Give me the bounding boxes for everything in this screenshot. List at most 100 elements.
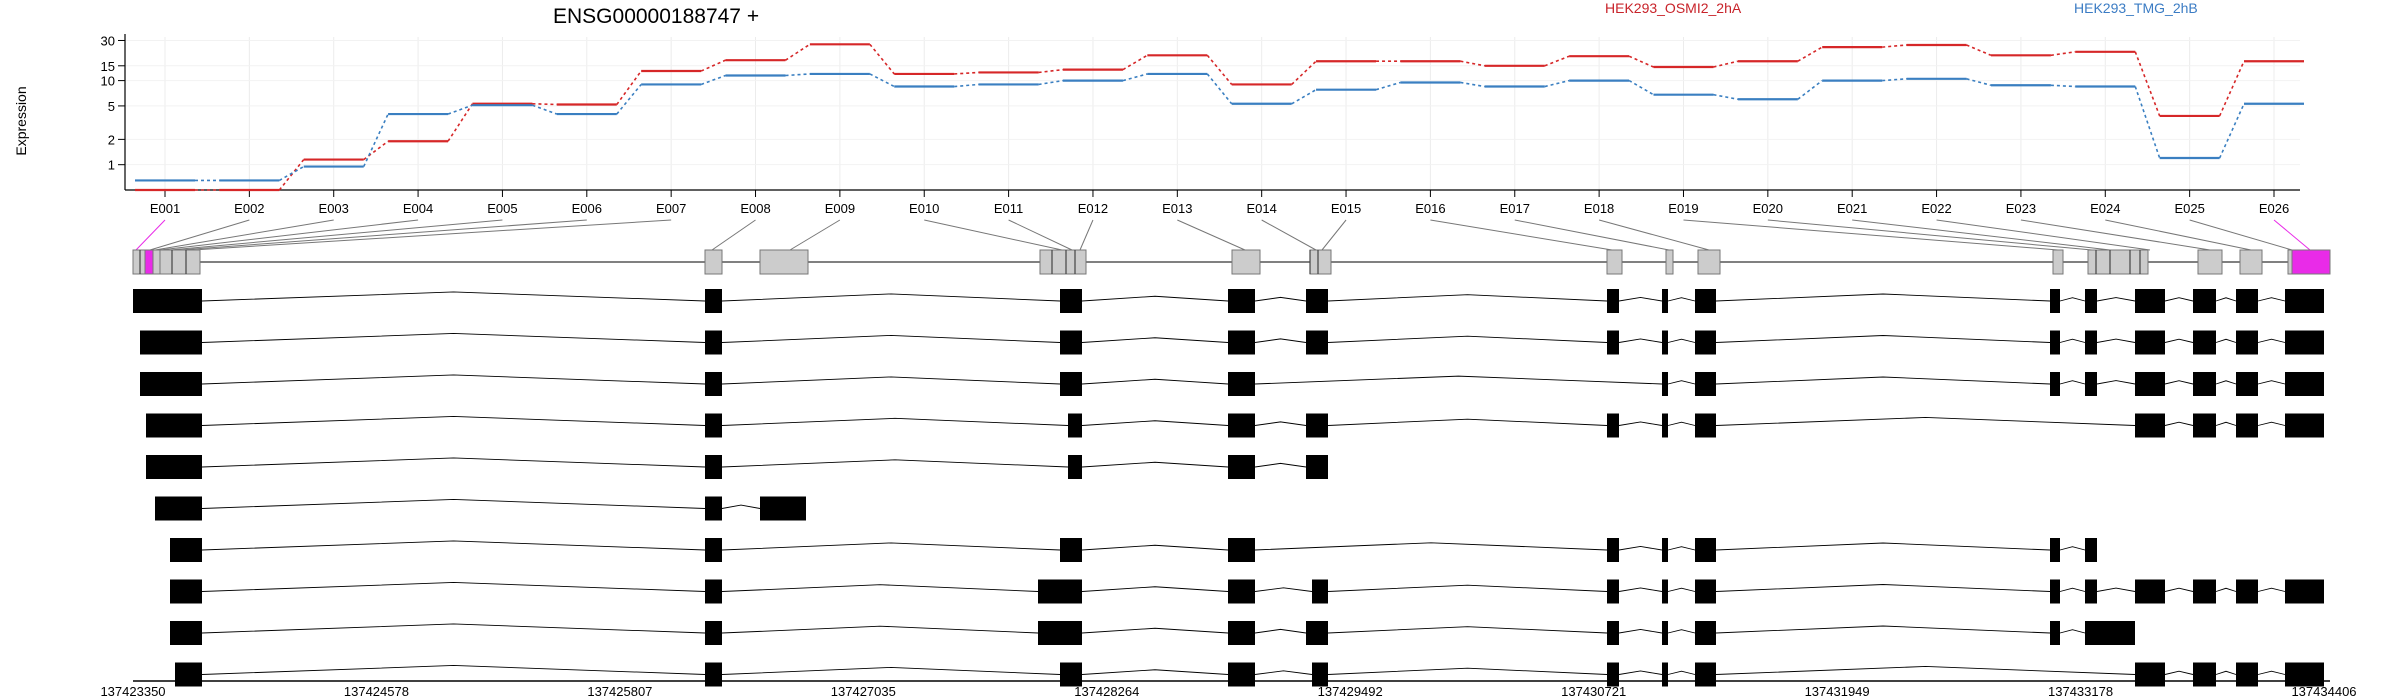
transcript-exon xyxy=(2236,413,2258,438)
transcript-intron xyxy=(2164,421,2194,426)
exon-box xyxy=(704,249,723,275)
transcript-exon xyxy=(1306,621,1328,645)
transcript-exon xyxy=(1662,579,1668,604)
transcript-exon xyxy=(2193,372,2216,396)
series-connector xyxy=(1797,79,1823,100)
series-connector xyxy=(1291,88,1317,105)
exon-box xyxy=(1665,249,1674,275)
transcript-exon xyxy=(1060,372,1082,396)
transcript-exon xyxy=(170,579,202,604)
exon-label: E002 xyxy=(234,201,264,216)
transcript-intron xyxy=(2059,587,2086,592)
transcript-intron xyxy=(2257,297,2286,302)
transcript-intron xyxy=(201,499,706,509)
transcript-intron xyxy=(1081,544,1229,551)
transcript-exon xyxy=(1228,455,1255,479)
transcript-intron xyxy=(1667,421,1696,426)
transcript-intron xyxy=(2215,297,2237,302)
genomic-coordinate-label: 137430721 xyxy=(1561,684,1626,699)
transcript-intron xyxy=(1618,587,1663,592)
exon-label: E011 xyxy=(994,201,1023,216)
transcript-exon xyxy=(1060,330,1082,355)
transcript-row xyxy=(170,579,2324,604)
transcript-intron xyxy=(1618,338,1663,343)
exon-connector xyxy=(135,219,166,251)
transcript-intron xyxy=(1081,586,1229,592)
series-connector xyxy=(1038,68,1064,74)
y-tick-label: 2 xyxy=(108,132,115,147)
series-connector xyxy=(1628,55,1654,68)
exon-connector xyxy=(789,219,841,251)
legend-entry-osmi2: HEK293_OSMI2_2hA xyxy=(1605,0,1742,16)
genomic-coordinate-label: 137429492 xyxy=(1318,684,1383,699)
transcript-exon xyxy=(1312,579,1328,604)
transcript-intron xyxy=(1667,297,1696,302)
series-connector xyxy=(954,71,979,75)
exon-label: E017 xyxy=(1500,201,1530,216)
transcript-intron xyxy=(1667,587,1696,592)
exon-label: E025 xyxy=(2174,201,2204,216)
transcript-exon xyxy=(1695,413,1716,438)
genomic-coordinate-label: 137431949 xyxy=(1805,684,1870,699)
transcript-exon xyxy=(1060,538,1082,562)
exon-connector xyxy=(2105,219,2252,251)
transcript-exon xyxy=(705,662,722,687)
exon-label: E026 xyxy=(2259,201,2289,216)
series-connector xyxy=(700,59,726,72)
transcript-exon xyxy=(1607,662,1619,687)
transcript-exon xyxy=(175,662,202,687)
exon-box xyxy=(1039,249,1087,275)
transcript-exon xyxy=(1695,579,1716,604)
series-connector xyxy=(785,43,811,61)
transcript-intron xyxy=(2257,380,2286,385)
exon-label: E004 xyxy=(403,201,433,216)
transcript-intron xyxy=(1327,626,1608,634)
transcript-intron xyxy=(2059,546,2086,551)
series-connector xyxy=(2050,51,2076,57)
transcript-intron xyxy=(2215,587,2237,592)
transcript-intron xyxy=(1327,335,1608,343)
transcript-exon xyxy=(140,330,202,355)
transcript-intron xyxy=(721,666,1061,675)
series-tmg xyxy=(135,72,2304,182)
transcript-intron xyxy=(1081,378,1229,385)
series-osmi2 xyxy=(135,43,2304,192)
transcript-intron xyxy=(1667,670,1696,675)
transcript-exon xyxy=(2050,330,2060,355)
y-tick-label: 1 xyxy=(108,158,115,173)
transcript-exon xyxy=(1607,621,1619,645)
transcript-exon xyxy=(1607,289,1619,313)
exon-box xyxy=(1231,249,1261,275)
exon-connector xyxy=(179,219,587,251)
transcript-exon xyxy=(1068,455,1082,479)
series-connector xyxy=(1966,78,1992,87)
exon-connectors xyxy=(135,219,2311,251)
transcript-intron xyxy=(1715,666,2136,675)
series-connector xyxy=(954,83,979,88)
series-connector xyxy=(532,102,557,106)
exon-box xyxy=(159,249,201,275)
transcript-intron xyxy=(2164,297,2194,302)
series-connector xyxy=(362,113,389,167)
transcript-intron xyxy=(1254,628,1307,634)
series-connector xyxy=(1544,79,1570,88)
transcript-exon xyxy=(1312,662,1328,687)
transcript-intron xyxy=(2215,380,2237,385)
transcript-intron xyxy=(2096,297,2136,302)
legend-entry-tmg: HEK293_TMG_2hB xyxy=(2074,0,2198,16)
exon-connector xyxy=(154,219,334,251)
transcript-intron xyxy=(1081,420,1229,426)
transcript-row xyxy=(146,413,2324,438)
transcript-intron xyxy=(1327,418,1608,426)
transcript-exon xyxy=(2285,413,2324,438)
transcript-intron xyxy=(1254,462,1307,468)
transcript-intron xyxy=(1254,670,1313,675)
transcript-intron xyxy=(1715,335,2051,343)
genomic-coordinate-label: 137433178 xyxy=(2048,684,2113,699)
transcript-intron xyxy=(1667,338,1696,343)
transcript-intron xyxy=(201,665,706,675)
transcript-exon xyxy=(1306,289,1328,313)
plot-grid xyxy=(125,37,2300,190)
transcript-exon xyxy=(705,330,722,355)
